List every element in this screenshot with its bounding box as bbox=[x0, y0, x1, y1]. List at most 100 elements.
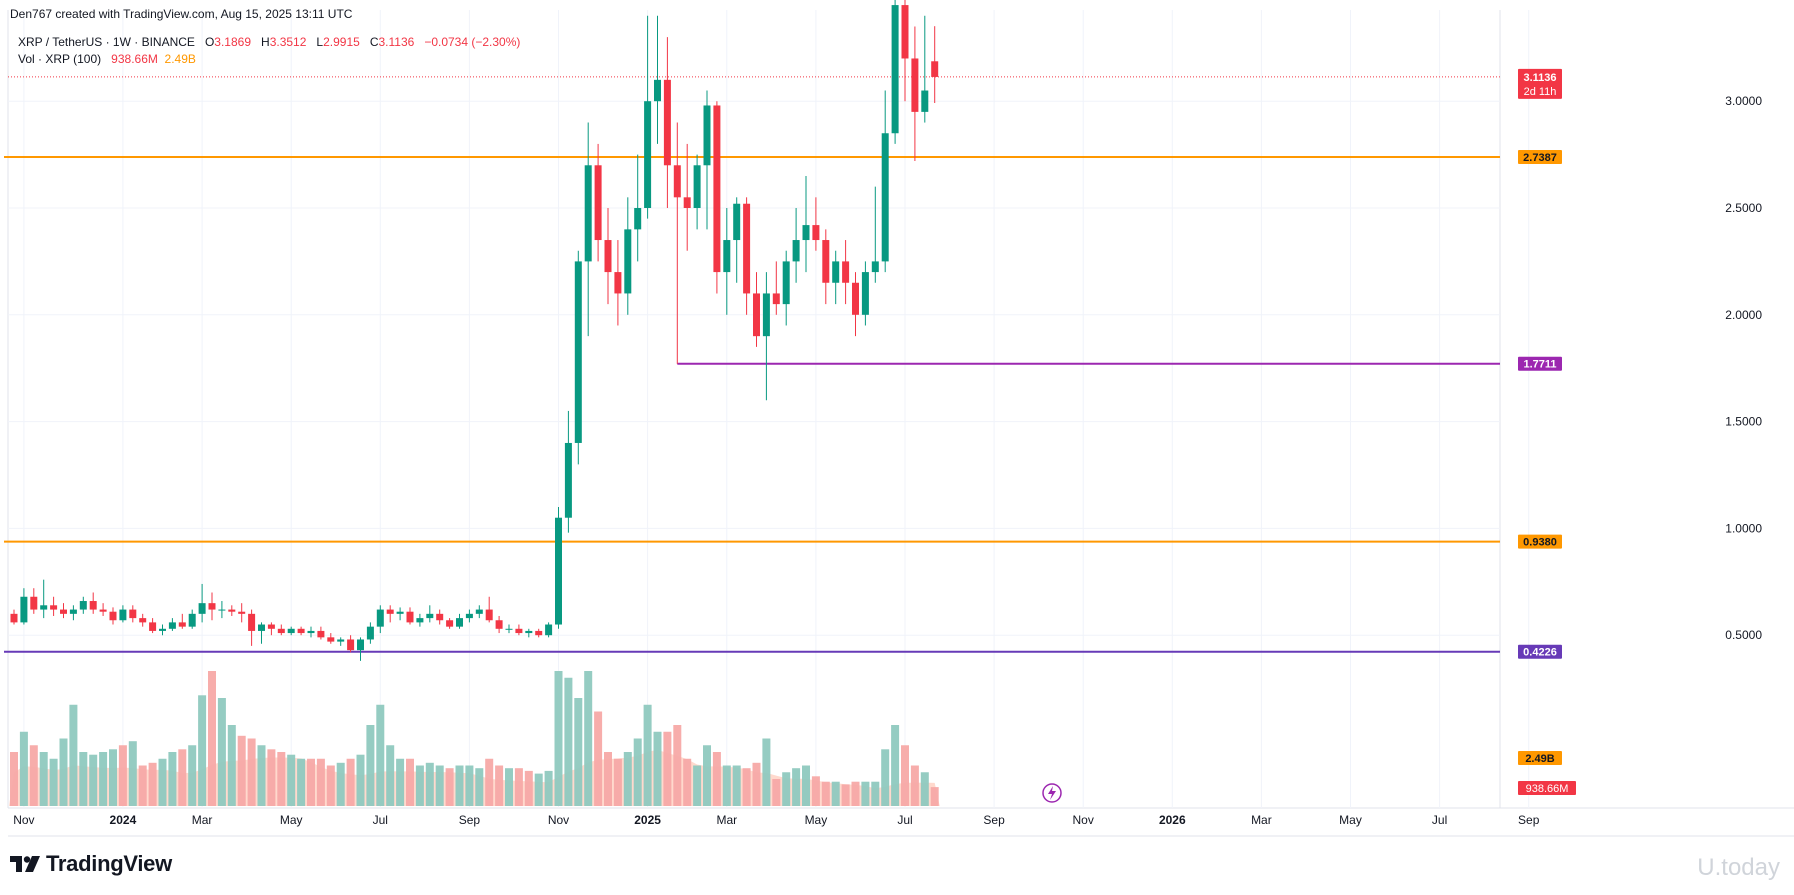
volume-bar bbox=[683, 758, 692, 806]
x-tick-label: 2025 bbox=[634, 813, 661, 827]
y-tick-label: 3.5000 bbox=[1725, 0, 1762, 1]
candle-body bbox=[545, 624, 553, 636]
candle-body bbox=[663, 79, 671, 166]
volume-ma-value: 2.49B bbox=[164, 52, 196, 66]
grid-lines bbox=[7, 10, 1794, 837]
x-tick-label: Mar bbox=[192, 813, 213, 827]
symbol-legend[interactable]: XRP / TetherUS · 1W · BINANCE O3.1869 H3… bbox=[18, 35, 520, 49]
candle-body bbox=[753, 293, 760, 337]
candle-body bbox=[99, 609, 107, 612]
volume-bar bbox=[425, 762, 434, 806]
volume-bar bbox=[29, 745, 38, 806]
current-price-label: 3.1136 bbox=[1523, 72, 1556, 84]
candle-body bbox=[644, 101, 652, 208]
candle-body bbox=[812, 225, 820, 241]
candle-body bbox=[822, 240, 830, 283]
volume-bar bbox=[732, 765, 741, 806]
candle-body bbox=[267, 624, 275, 629]
candle-body bbox=[901, 5, 909, 59]
volume-bar bbox=[891, 725, 900, 806]
candle-body bbox=[79, 601, 87, 610]
volume-bar bbox=[752, 762, 761, 806]
candle-body bbox=[564, 442, 572, 518]
open-label: O bbox=[204, 35, 215, 49]
candle-body bbox=[347, 639, 355, 651]
volume-bar bbox=[406, 758, 414, 806]
candle-body bbox=[317, 630, 325, 638]
volume-bar bbox=[336, 762, 345, 806]
volume-bar bbox=[39, 752, 48, 806]
chart-credit: Den767 created with TradingView.com, Aug… bbox=[10, 7, 353, 21]
candle-body bbox=[713, 105, 721, 273]
level-tag bbox=[1518, 534, 1562, 549]
volume-bar bbox=[217, 698, 226, 806]
x-tick-label: Sep bbox=[1518, 813, 1540, 827]
candle-body bbox=[842, 261, 850, 283]
x-tick-label: 2026 bbox=[1159, 813, 1186, 827]
candle-body bbox=[921, 90, 929, 112]
candle-body bbox=[891, 5, 899, 134]
candle-body bbox=[218, 609, 226, 611]
x-tick-label: May bbox=[280, 813, 303, 827]
candle-body bbox=[525, 630, 533, 634]
volume-bar bbox=[604, 752, 612, 806]
volume-bar bbox=[118, 745, 127, 806]
x-tick-label: May bbox=[1339, 813, 1362, 827]
candle-body bbox=[465, 613, 473, 619]
candle-body bbox=[89, 601, 97, 610]
volume-bar bbox=[811, 776, 820, 806]
candle-body bbox=[188, 613, 196, 627]
volume-legend[interactable]: Vol · XRP (100) 938.66M 2.49B bbox=[18, 52, 196, 66]
candle-body bbox=[416, 618, 424, 623]
volume-bar bbox=[148, 762, 157, 806]
candle-body bbox=[129, 609, 137, 619]
chart-misc bbox=[1042, 783, 1062, 803]
volume-bar bbox=[673, 725, 682, 806]
x-tick-label: Nov bbox=[13, 813, 34, 827]
candlesticks bbox=[10, 0, 939, 661]
x-tick-label: Mar bbox=[1251, 813, 1272, 827]
level-tag-label: 0.9380 bbox=[1523, 537, 1557, 549]
volume-bar bbox=[208, 671, 216, 806]
volume-bar bbox=[505, 768, 513, 806]
volume-bar bbox=[742, 768, 751, 806]
time-axis: Nov 2024 Mar May Jul Sep Nov 2025 Mar May Jul Sep No… bbox=[13, 813, 1539, 827]
volume-bar bbox=[109, 749, 117, 806]
volume-bar bbox=[79, 752, 88, 806]
volume-bar bbox=[584, 671, 593, 806]
volume-bar bbox=[366, 725, 375, 806]
x-tick-label: Nov bbox=[1073, 813, 1094, 827]
y-tick-label: 2.5000 bbox=[1725, 201, 1762, 215]
level-tag-label: 1.7711 bbox=[1523, 359, 1556, 371]
level-tag bbox=[1518, 356, 1562, 371]
candle-body bbox=[198, 603, 206, 614]
volume-bar bbox=[465, 765, 474, 806]
open-value: 3.1869 bbox=[214, 35, 251, 49]
symbol-name: XRP / TetherUS · 1W · BINANCE bbox=[18, 35, 195, 49]
candle-body bbox=[446, 620, 454, 627]
volume-bar bbox=[663, 731, 672, 806]
volume-bar bbox=[128, 741, 137, 806]
price-axis: 0.5000 1.0000 1.5000 2.0000 2.5000 3.0000 3.50… bbox=[1725, 0, 1762, 642]
volume-bar bbox=[722, 765, 731, 806]
volume-bar bbox=[564, 677, 573, 806]
tradingview-logo[interactable]: TradingView bbox=[10, 851, 172, 877]
volume-bar bbox=[554, 671, 563, 806]
volume-bar bbox=[188, 745, 197, 806]
horizontal-levels[interactable] bbox=[4, 0, 1500, 653]
volume-bar bbox=[792, 768, 801, 806]
volume-bar bbox=[247, 738, 256, 806]
candle-body bbox=[654, 79, 661, 102]
volume-bar bbox=[307, 758, 315, 806]
candle-body bbox=[743, 203, 751, 294]
candle-body bbox=[871, 261, 879, 273]
volume-bar bbox=[346, 758, 355, 806]
candle-body bbox=[168, 622, 176, 629]
y-tick-label: 0.5000 bbox=[1725, 628, 1762, 642]
candle-body bbox=[208, 603, 216, 610]
volume-bar bbox=[138, 765, 147, 806]
volume-bar bbox=[881, 749, 890, 806]
candle-body bbox=[139, 618, 147, 623]
candle-body bbox=[614, 272, 622, 294]
